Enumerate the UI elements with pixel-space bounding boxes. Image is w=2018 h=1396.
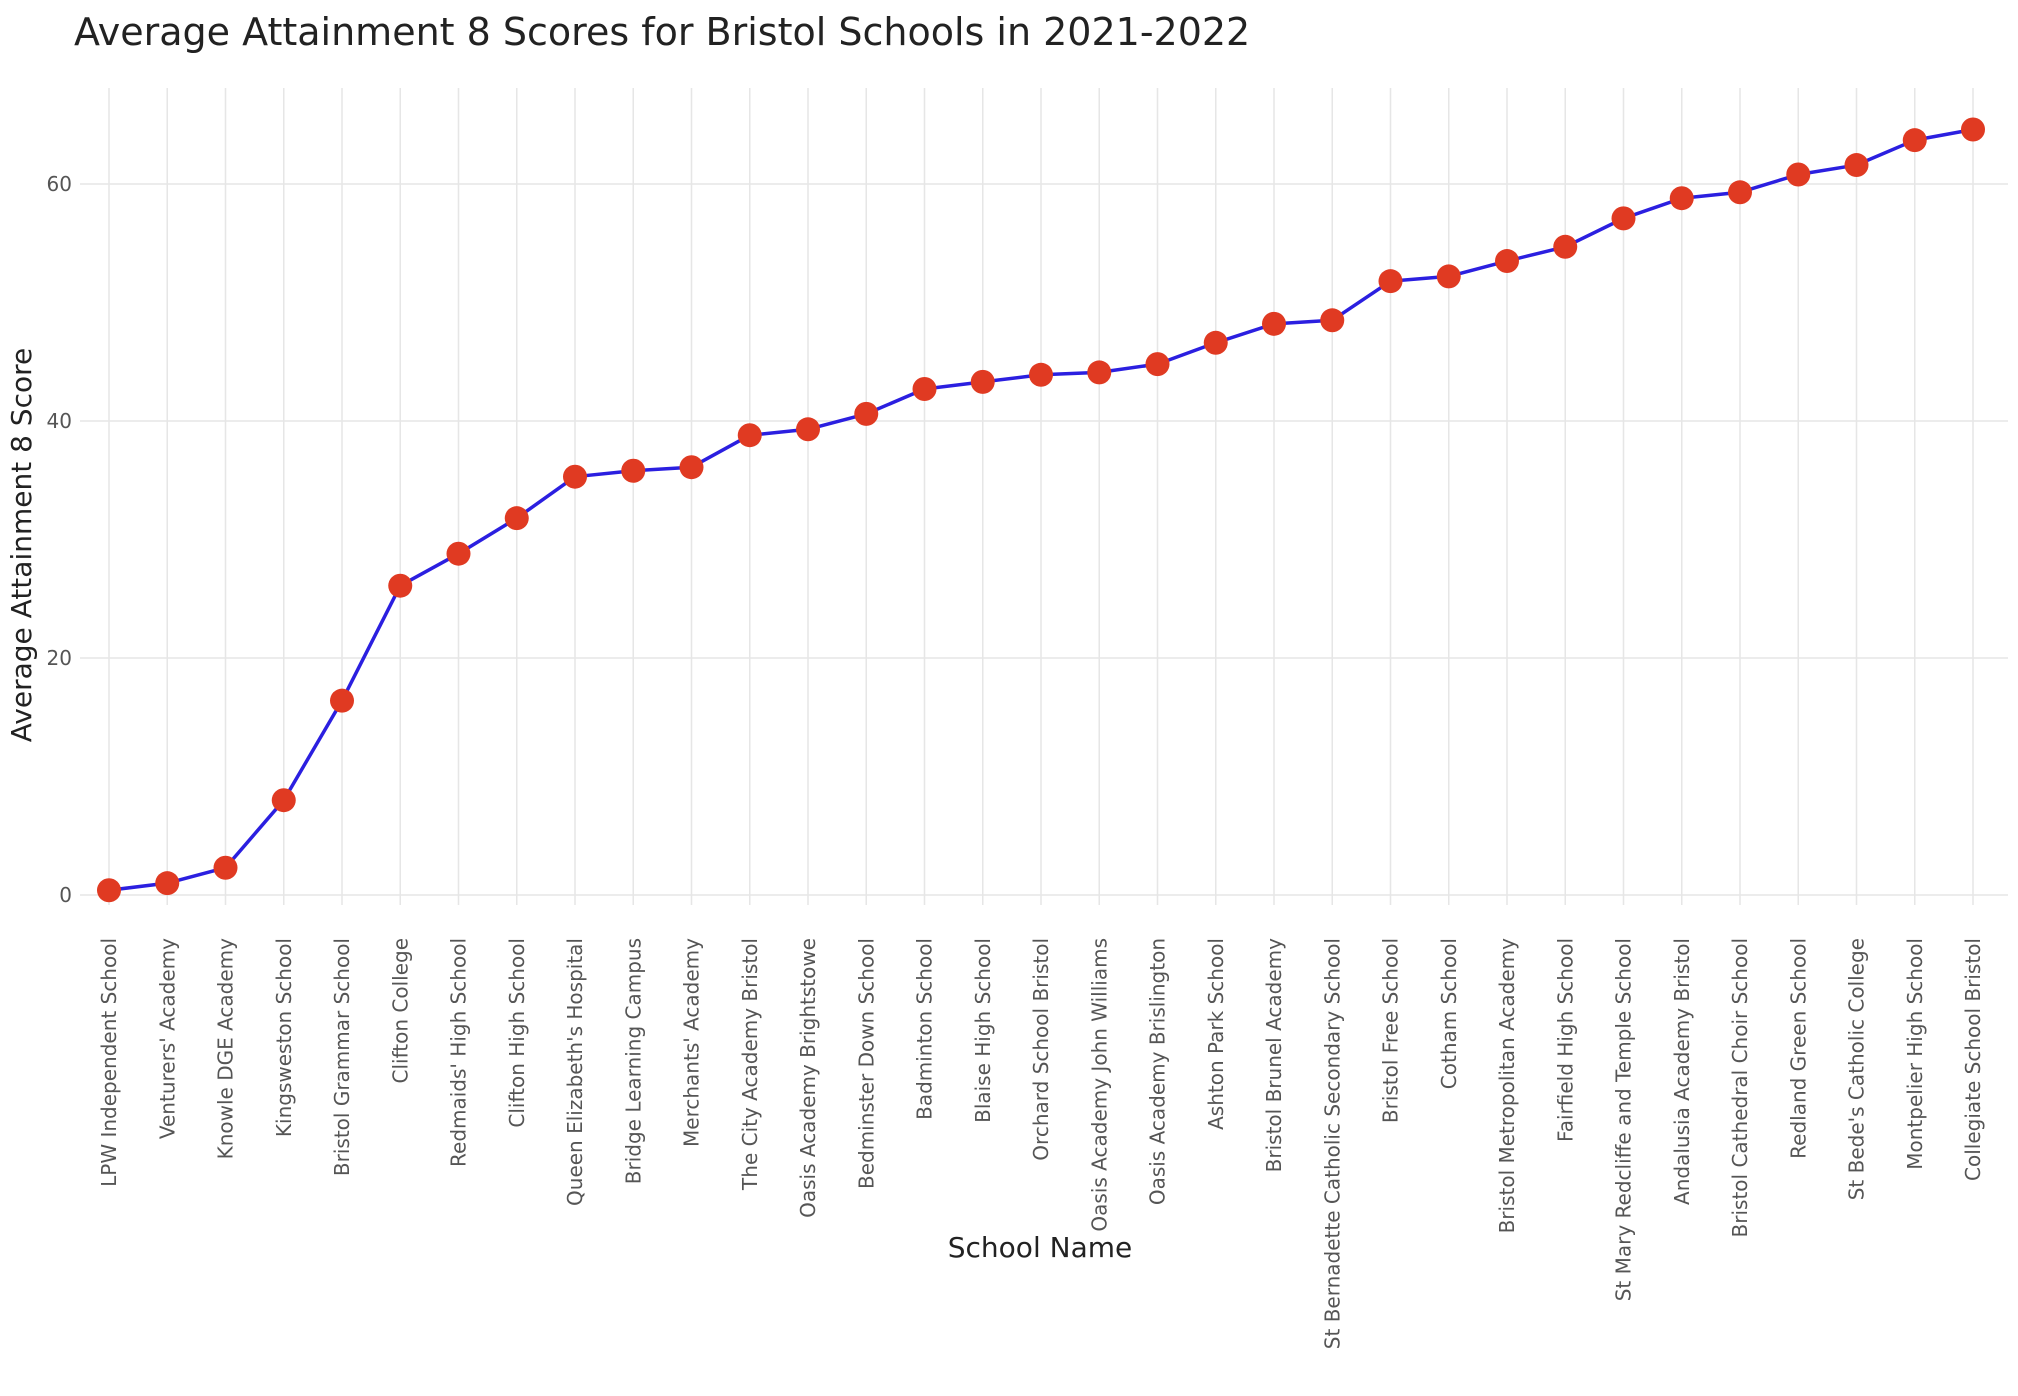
x-tick-label: Knowle DGE Academy bbox=[214, 938, 238, 1160]
x-tick-label: Merchants' Academy bbox=[680, 938, 704, 1147]
data-point[interactable] bbox=[1728, 180, 1752, 205]
x-axis-title: School Name bbox=[948, 1231, 1132, 1264]
x-tick-label: Bristol Grammar School bbox=[330, 938, 354, 1176]
data-point[interactable] bbox=[563, 464, 587, 489]
data-point[interactable] bbox=[737, 423, 762, 448]
x-tick-label: Bristol Brunel Academy bbox=[1262, 938, 1286, 1172]
data-point[interactable] bbox=[854, 401, 879, 426]
data-point[interactable] bbox=[1669, 186, 1694, 211]
x-tick-label: Queen Elizabeth's Hospital bbox=[563, 938, 587, 1206]
x-tick-label: St Mary Redcliffe and Temple School bbox=[1612, 938, 1636, 1301]
data-point[interactable] bbox=[271, 788, 296, 813]
chart-title: Average Attainment 8 Scores for Bristol … bbox=[74, 10, 1250, 54]
data-point[interactable] bbox=[1786, 162, 1811, 187]
x-tick-label: St Bede's Catholic College bbox=[1845, 938, 1869, 1200]
x-tick-label: The City Academy Bristol bbox=[738, 938, 762, 1191]
data-point[interactable] bbox=[1087, 360, 1112, 385]
data-point[interactable] bbox=[1145, 352, 1170, 377]
data-point[interactable] bbox=[1495, 249, 1519, 274]
data-point[interactable] bbox=[1203, 330, 1228, 355]
y-tick-label: 20 bbox=[47, 646, 72, 670]
y-tick-label: 40 bbox=[47, 409, 72, 433]
data-points bbox=[97, 117, 1985, 903]
data-point[interactable] bbox=[446, 541, 471, 566]
x-tick-label: Collegiate School Bristol bbox=[1961, 938, 1985, 1181]
data-point[interactable] bbox=[155, 871, 180, 896]
data-point[interactable] bbox=[1844, 153, 1869, 178]
x-tick-label: Ashton Park School bbox=[1204, 938, 1228, 1130]
y-tick-label: 0 bbox=[59, 883, 72, 907]
data-point[interactable] bbox=[912, 377, 937, 402]
data-point[interactable] bbox=[1961, 117, 1985, 142]
data-point[interactable] bbox=[1553, 234, 1578, 259]
data-point[interactable] bbox=[504, 506, 529, 531]
y-axis-ticks: 0 20 40 60 bbox=[47, 172, 72, 907]
data-point[interactable] bbox=[1378, 269, 1403, 294]
data-point[interactable] bbox=[1262, 311, 1286, 336]
data-point[interactable] bbox=[679, 455, 704, 480]
gridlines bbox=[80, 88, 2008, 905]
x-tick-label: Clifton High School bbox=[505, 938, 529, 1128]
data-point[interactable] bbox=[1436, 264, 1461, 289]
x-tick-label: Cotham School bbox=[1437, 938, 1461, 1089]
x-tick-label: Montpelier High School bbox=[1903, 938, 1927, 1170]
x-tick-label: Clifton College bbox=[388, 938, 412, 1084]
x-tick-label: Oasis Academy Brightstowe bbox=[796, 938, 820, 1218]
y-axis-title: Average Attainment 8 Score bbox=[5, 348, 38, 742]
x-tick-label: Redmaids' High School bbox=[447, 938, 471, 1167]
data-point[interactable] bbox=[1029, 362, 1053, 387]
x-tick-label: Venturers' Academy bbox=[155, 938, 179, 1139]
y-tick-label: 60 bbox=[47, 172, 72, 196]
data-point[interactable] bbox=[970, 369, 995, 394]
data-point[interactable] bbox=[388, 573, 413, 598]
x-tick-label: Bristol Cathedral Choir School bbox=[1728, 938, 1752, 1237]
x-axis-ticks: LPW Independent School Venturers' Academy… bbox=[97, 938, 1985, 1349]
data-point[interactable] bbox=[621, 458, 646, 483]
x-tick-label: St Bernadette Catholic Secondary School bbox=[1320, 938, 1344, 1349]
x-tick-label: Redland Green School bbox=[1786, 938, 1810, 1159]
x-tick-label: Bristol Metropolitan Academy bbox=[1495, 938, 1519, 1234]
x-tick-label: Orchard School Bristol bbox=[1029, 938, 1053, 1161]
x-tick-label: Badminton School bbox=[913, 938, 937, 1120]
x-tick-label: Oasis Academy John Williams bbox=[1087, 938, 1111, 1232]
x-tick-label: Bridge Learning Campus bbox=[621, 938, 645, 1184]
x-tick-label: Bristol Free School bbox=[1379, 938, 1403, 1123]
x-tick-label: Bedminster Down School bbox=[854, 938, 878, 1189]
data-point[interactable] bbox=[796, 417, 820, 442]
x-tick-label: Andalusia Academy Bristol bbox=[1670, 938, 1694, 1205]
x-tick-label: Blaise High School bbox=[971, 938, 995, 1123]
x-tick-label: Fairfield High School bbox=[1553, 938, 1577, 1142]
x-tick-label: Oasis Academy Brislington bbox=[1146, 938, 1170, 1205]
data-point[interactable] bbox=[330, 688, 354, 713]
x-tick-label: Kingsweston School bbox=[272, 938, 296, 1137]
data-point[interactable] bbox=[1320, 308, 1345, 333]
data-point[interactable] bbox=[97, 878, 121, 903]
data-point[interactable] bbox=[1902, 128, 1927, 153]
x-tick-label: LPW Independent School bbox=[97, 938, 121, 1187]
data-point[interactable] bbox=[213, 855, 238, 880]
data-point[interactable] bbox=[1611, 206, 1636, 231]
